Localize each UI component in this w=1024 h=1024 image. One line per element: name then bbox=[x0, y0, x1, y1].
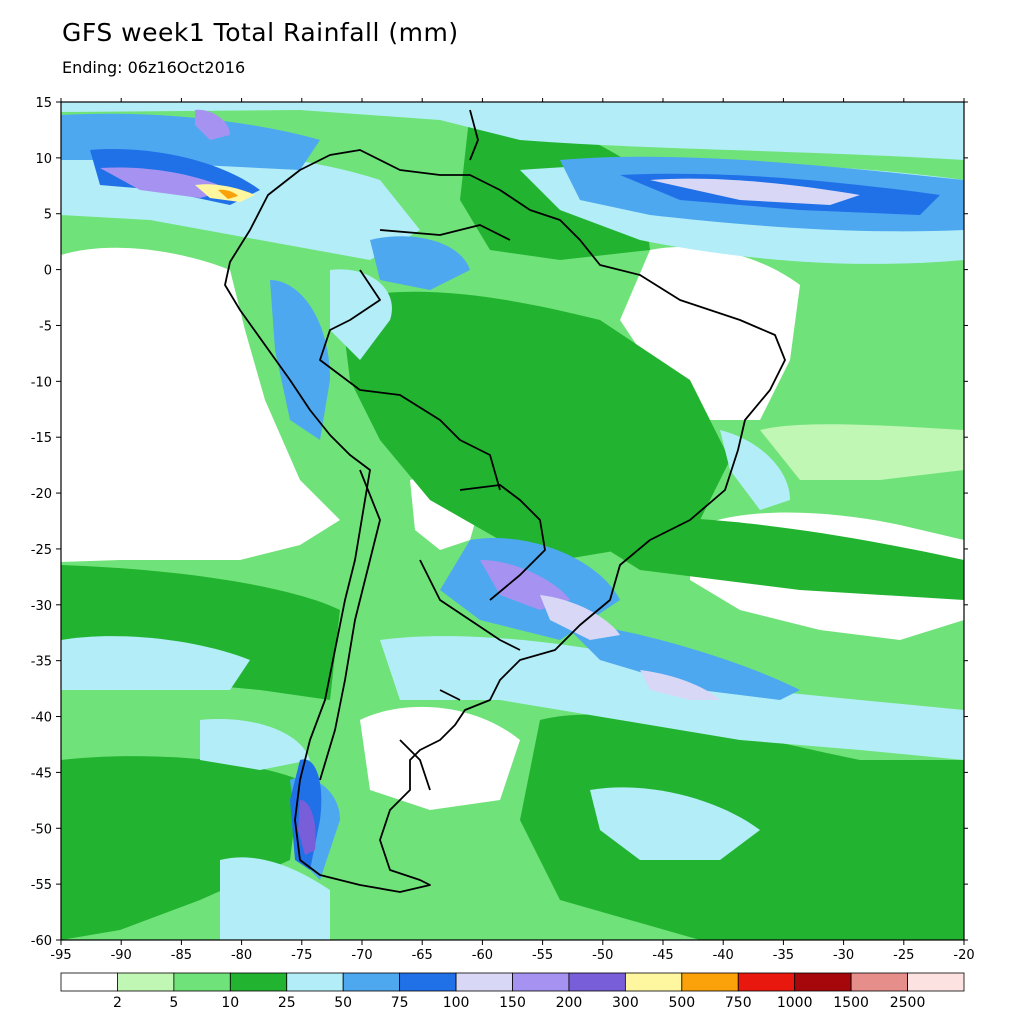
legend-label: 75 bbox=[391, 995, 409, 1011]
legend-label: 500 bbox=[668, 995, 695, 1011]
axis-ticks: -95 -90 -85 -80 -75 -70 -65 -60 -55 -50 -45 -40 -35-… bbox=[31, 96, 975, 963]
lat-tick-label: 5 bbox=[44, 208, 52, 223]
legend-swatch bbox=[286, 972, 344, 992]
lat-tick-label: -40 bbox=[31, 711, 52, 726]
legend-swatch bbox=[60, 972, 118, 992]
legend-label: 1500 bbox=[833, 995, 869, 1011]
lon-tick-label: -45 bbox=[652, 948, 673, 963]
legend-label: 50 bbox=[334, 995, 352, 1011]
lon-tick-label: -35 bbox=[773, 948, 794, 963]
lon-tick-label: -75 bbox=[291, 948, 312, 963]
lat-tick-label: 10 bbox=[35, 152, 52, 167]
map-subtitle: Ending: 06z16Oct2016 bbox=[62, 58, 246, 77]
lon-tick-label: -90 bbox=[111, 948, 132, 963]
lat-tick-label: -35 bbox=[31, 655, 52, 670]
lat-tick-label: -50 bbox=[31, 822, 52, 837]
legend-label: 750 bbox=[725, 995, 752, 1011]
legend-label: 2 bbox=[113, 995, 122, 1011]
legend-swatch bbox=[117, 972, 175, 992]
legend-swatch bbox=[737, 972, 796, 992]
lon-tick-label: -85 bbox=[171, 948, 192, 963]
lon-tick-label: -65 bbox=[412, 948, 433, 963]
lat-tick-label: -60 bbox=[31, 934, 52, 949]
lat-tick-label: 15 bbox=[35, 96, 52, 111]
legend-label: 1000 bbox=[777, 995, 813, 1011]
legend-swatch bbox=[399, 972, 457, 992]
legend-label: 2500 bbox=[890, 995, 926, 1011]
legend-swatch bbox=[681, 972, 739, 992]
legend-label: 5 bbox=[169, 995, 178, 1011]
lat-tick-label: -30 bbox=[31, 599, 52, 614]
legend-swatch bbox=[342, 972, 401, 992]
legend-swatch bbox=[794, 972, 852, 992]
legend-label: 200 bbox=[556, 995, 583, 1011]
lon-tick-label: -55 bbox=[532, 948, 553, 963]
legend-swatch bbox=[624, 972, 683, 992]
lon-tick-label: -20 bbox=[953, 948, 974, 963]
legend-label: 25 bbox=[278, 995, 296, 1011]
legend-label: 10 bbox=[221, 995, 239, 1011]
lat-tick-label: 0 bbox=[44, 264, 52, 279]
lon-tick-label: -95 bbox=[50, 948, 71, 963]
legend-swatch bbox=[907, 972, 965, 992]
legend-label: 150 bbox=[499, 995, 526, 1011]
lon-tick-label: -40 bbox=[713, 948, 734, 963]
legend-label: 100 bbox=[443, 995, 470, 1011]
legend-swatch bbox=[568, 972, 626, 992]
legend-swatch bbox=[229, 972, 288, 992]
lat-tick-label: -5 bbox=[39, 319, 52, 334]
lat-tick-label: -10 bbox=[31, 375, 52, 390]
legend-swatch bbox=[850, 972, 908, 992]
lon-tick-label: -25 bbox=[893, 948, 914, 963]
lat-tick-label: -15 bbox=[31, 431, 52, 446]
lon-tick-label: -60 bbox=[472, 948, 493, 963]
lon-tick-label: -70 bbox=[351, 948, 372, 963]
legend-swatch bbox=[455, 972, 513, 992]
color-legend: 2 5 10 25 50 75 100 150 200 300 500 750 1000 1500 2500 bbox=[60, 972, 965, 1011]
lat-tick-label: -25 bbox=[31, 543, 52, 558]
lat-tick-label: -45 bbox=[31, 766, 52, 781]
coastline bbox=[224, 109, 786, 893]
map-frame bbox=[60, 101, 965, 941]
lon-tick-label: -80 bbox=[231, 948, 252, 963]
legend-swatch bbox=[173, 972, 231, 992]
map-title: GFS week1 Total Rainfall (mm) bbox=[62, 18, 459, 47]
legend-swatch bbox=[512, 972, 570, 992]
lon-tick-label: -30 bbox=[833, 948, 854, 963]
rainfall-field bbox=[61, 102, 964, 940]
lat-tick-label: -20 bbox=[31, 487, 52, 502]
lon-tick-label: -50 bbox=[592, 948, 613, 963]
legend-label: 300 bbox=[612, 995, 639, 1011]
lat-tick-label: -55 bbox=[31, 878, 52, 893]
